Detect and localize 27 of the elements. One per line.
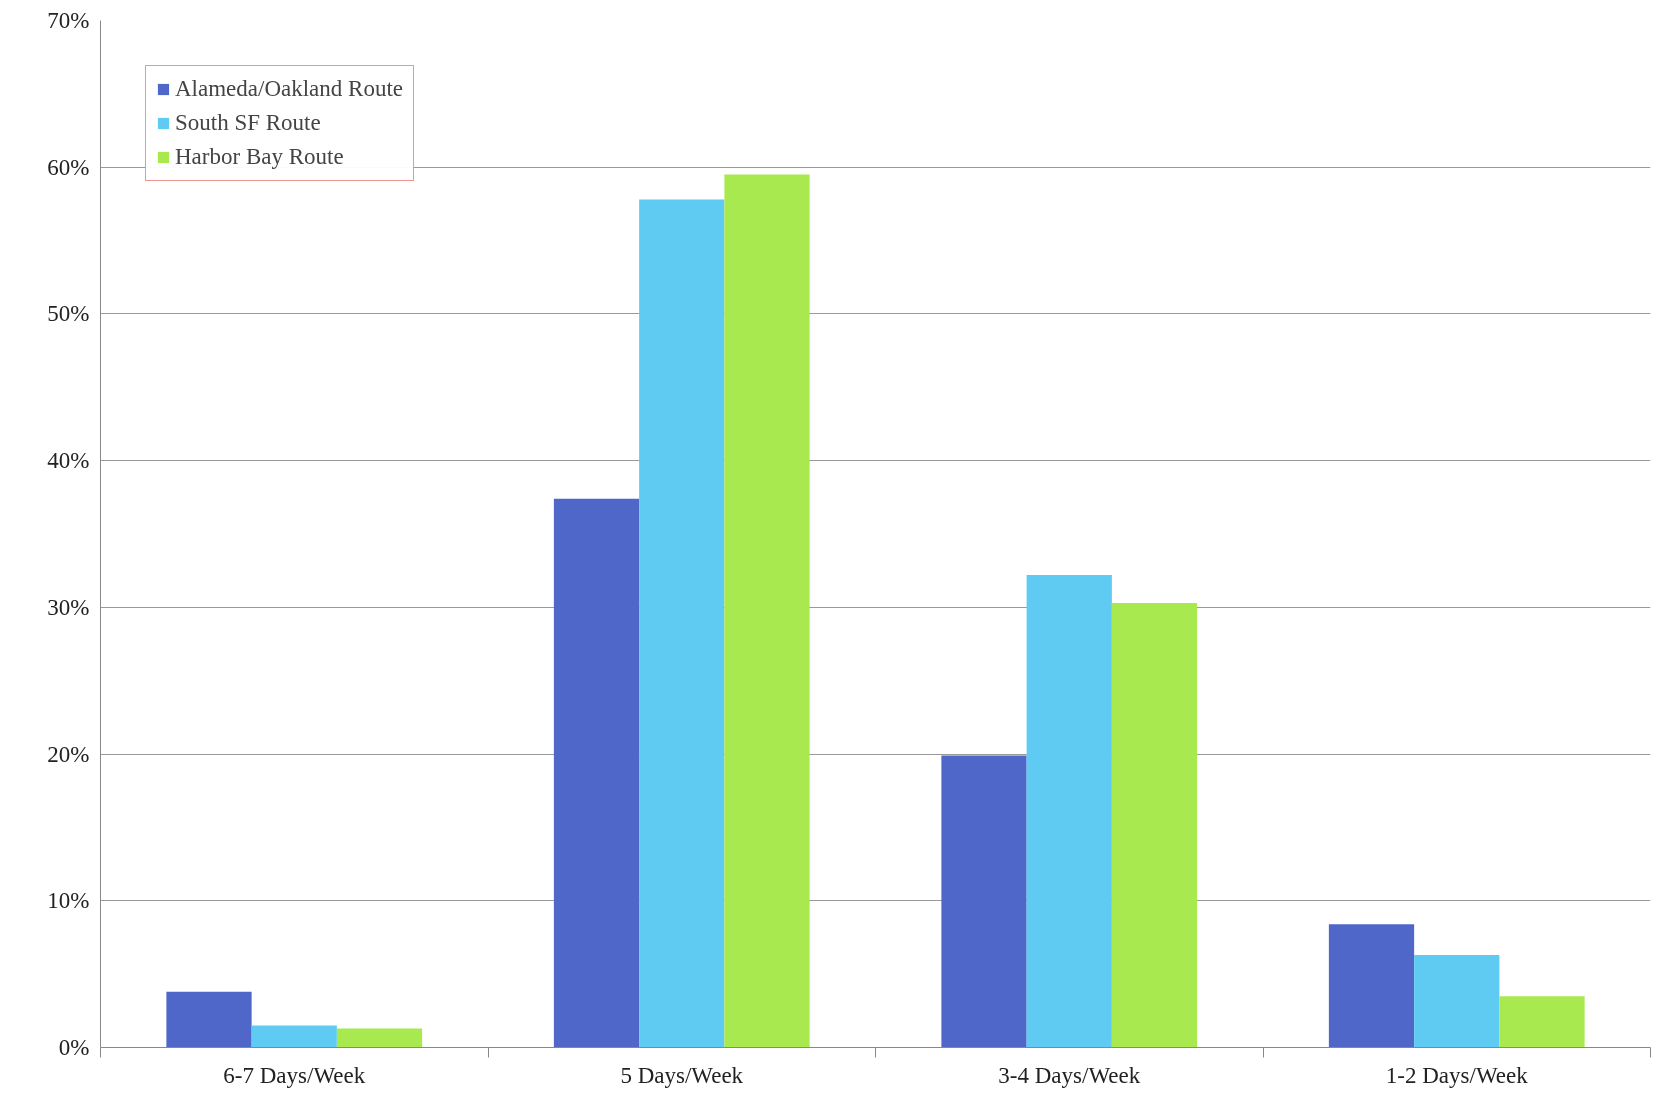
- bar: [1328, 924, 1415, 1048]
- bar: [1111, 602, 1198, 1048]
- legend-label: South SF Route: [175, 110, 321, 136]
- y-tick-label: 70%: [47, 8, 90, 33]
- y-tick-label: 60%: [47, 154, 90, 180]
- y-tick-label: 20%: [47, 741, 90, 767]
- x-tick-label: 6-7 Days/Week: [223, 1062, 366, 1088]
- bar: [553, 498, 640, 1048]
- bar: [1499, 996, 1585, 1048]
- y-tick-label: 40%: [47, 448, 90, 474]
- bar: [166, 991, 252, 1048]
- y-tick-label: 10%: [47, 888, 90, 914]
- bar: [1414, 955, 1500, 1048]
- y-tick-label: 30%: [47, 594, 90, 620]
- y-tick-label: 50%: [47, 301, 90, 327]
- bar: [1026, 575, 1112, 1048]
- legend-label: Harbor Bay Route: [175, 144, 344, 170]
- bar: [639, 199, 725, 1048]
- legend-label: Alameda/Oakland Route: [175, 76, 404, 102]
- bar: [336, 1028, 423, 1048]
- x-tick-label: 3-4 Days/Week: [998, 1062, 1141, 1088]
- bar: [724, 174, 810, 1048]
- y-tick-label: 0%: [58, 1035, 90, 1060]
- x-tick-label: 5 Days/Week: [620, 1062, 744, 1088]
- bar: [251, 1025, 337, 1048]
- x-tick-label: 1-2 Days/Week: [1385, 1062, 1529, 1088]
- bar: [941, 755, 1027, 1048]
